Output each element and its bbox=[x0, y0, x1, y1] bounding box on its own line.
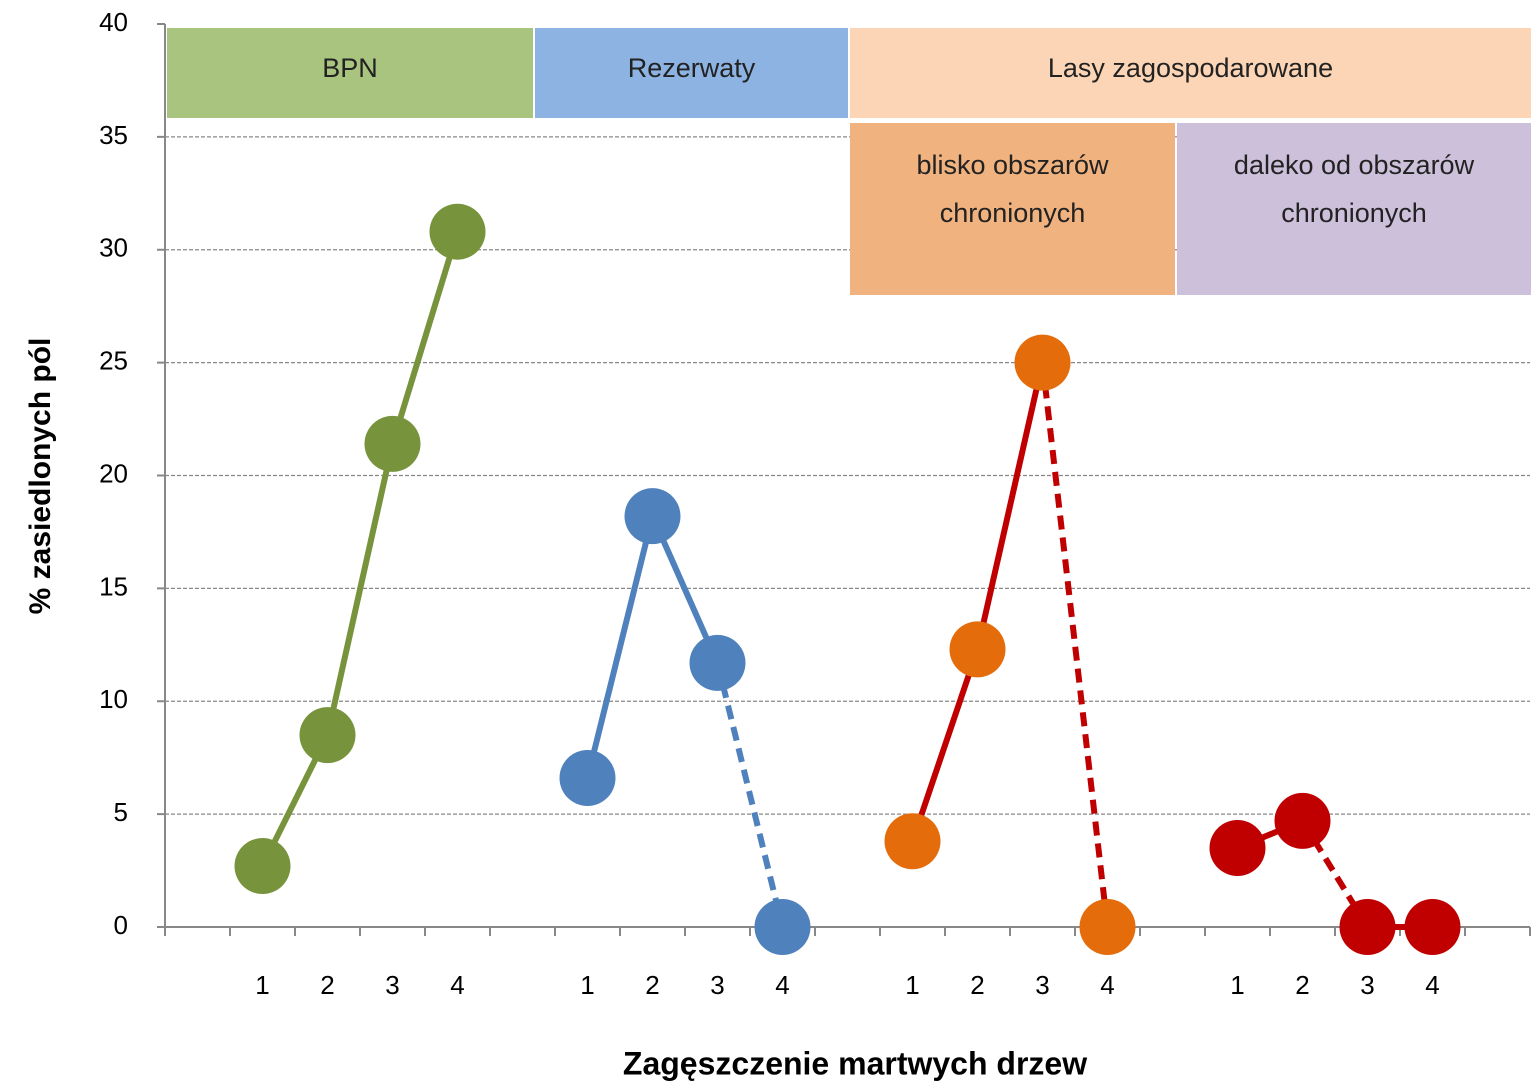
y-tick-label: 25 bbox=[99, 346, 128, 376]
marker bbox=[689, 634, 746, 691]
marker bbox=[299, 707, 356, 764]
marker bbox=[884, 813, 941, 870]
marker bbox=[559, 750, 616, 807]
x-tick-label: 3 bbox=[385, 970, 399, 1000]
x-tick-label: 2 bbox=[645, 970, 659, 1000]
y-tick-label: 20 bbox=[99, 458, 128, 488]
y-tick-label: 30 bbox=[99, 233, 128, 263]
y-tick-label: 10 bbox=[99, 684, 128, 714]
y-tick-label: 5 bbox=[114, 797, 128, 827]
y-tick-label: 40 bbox=[99, 7, 128, 37]
marker bbox=[1404, 899, 1461, 955]
annotation-box: Rezerwaty bbox=[535, 28, 848, 118]
x-tick-label: 1 bbox=[255, 970, 269, 1000]
line-segment bbox=[324, 443, 396, 736]
marker bbox=[949, 621, 1006, 678]
x-tick-label: 1 bbox=[580, 970, 594, 1000]
x-tick-label: 4 bbox=[775, 970, 789, 1000]
line-segment bbox=[909, 648, 981, 843]
x-axis-label: Zagęszczenie martwych drzew bbox=[623, 1045, 1087, 1081]
line-segment bbox=[714, 662, 786, 928]
marker bbox=[1014, 334, 1071, 391]
marker bbox=[1209, 819, 1266, 876]
x-tick-label: 3 bbox=[1035, 970, 1049, 1000]
marker bbox=[234, 838, 291, 895]
x-tick-label: 4 bbox=[1100, 970, 1114, 1000]
line-segment bbox=[584, 515, 656, 779]
y-tick-label: 15 bbox=[99, 571, 128, 601]
x-tick-label: 2 bbox=[970, 970, 984, 1000]
marker bbox=[1079, 899, 1136, 955]
marker bbox=[624, 488, 681, 545]
x-tick-label: 2 bbox=[1295, 970, 1309, 1000]
x-tick-label: 4 bbox=[1425, 970, 1439, 1000]
x-tick-label: 1 bbox=[1230, 970, 1244, 1000]
annotation-box: BPN bbox=[167, 28, 533, 118]
x-tick-label: 3 bbox=[710, 970, 724, 1000]
line-segment bbox=[1039, 362, 1111, 928]
marker bbox=[754, 899, 811, 955]
y-tick-label: 35 bbox=[99, 120, 128, 150]
x-tick-label: 4 bbox=[450, 970, 464, 1000]
annotation-box: blisko obszarów chronionych bbox=[850, 123, 1175, 295]
annotation-box: daleko od obszarów chronionych bbox=[1177, 123, 1531, 295]
annotation-box: Lasy zagospodarowane bbox=[850, 28, 1531, 118]
marker bbox=[429, 203, 486, 260]
x-tick-label: 1 bbox=[905, 970, 919, 1000]
marker bbox=[1339, 899, 1396, 955]
y-tick-label: 0 bbox=[114, 910, 128, 940]
line-segment bbox=[974, 361, 1046, 650]
line-segment bbox=[389, 230, 461, 445]
marker bbox=[364, 415, 421, 472]
y-axis-label: % zasiedlonych pól bbox=[24, 338, 57, 615]
x-tick-label: 2 bbox=[320, 970, 334, 1000]
x-tick-label: 3 bbox=[1360, 970, 1374, 1000]
marker bbox=[1274, 792, 1331, 849]
